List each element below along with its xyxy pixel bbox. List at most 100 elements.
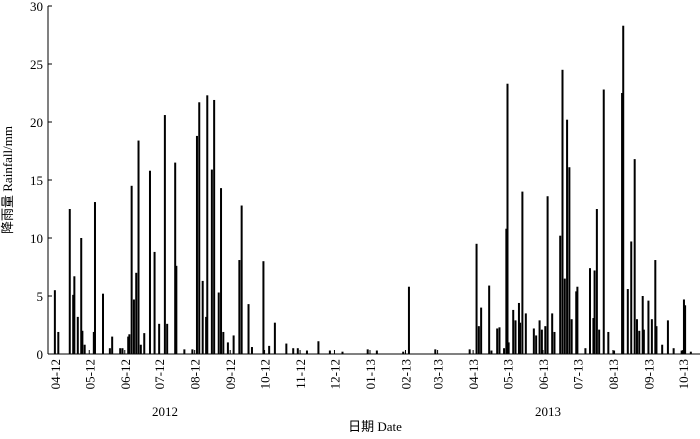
x-tick-label: 08-13 <box>606 359 621 389</box>
bar <box>538 320 541 354</box>
bar <box>512 309 515 354</box>
year-label: 2012 <box>152 404 178 419</box>
bar <box>559 235 562 354</box>
y-tick-label: 20 <box>30 115 43 130</box>
bar <box>262 261 265 354</box>
bar <box>535 335 538 354</box>
bar <box>505 228 508 354</box>
bar <box>566 119 569 355</box>
bar <box>602 89 605 355</box>
x-tick-label: 01-13 <box>363 359 378 389</box>
bar <box>553 331 556 354</box>
y-tick-label: 15 <box>30 173 43 188</box>
x-tick-label: 10-13 <box>676 359 691 389</box>
bar <box>53 290 56 354</box>
bar <box>174 162 177 354</box>
bar <box>682 299 685 354</box>
bar <box>296 348 299 354</box>
bar <box>576 286 579 354</box>
bar <box>551 313 554 354</box>
bar <box>76 316 79 354</box>
bar <box>108 348 111 354</box>
bar <box>139 344 142 354</box>
x-tick-label: 07-12 <box>152 359 167 389</box>
y-tick-label: 5 <box>37 289 44 304</box>
bar <box>544 326 547 354</box>
bar <box>477 326 480 354</box>
bar <box>205 316 208 354</box>
bar <box>654 260 657 354</box>
x-tick-label: 11-12 <box>293 359 308 389</box>
bar <box>521 191 524 354</box>
bar <box>575 291 578 354</box>
bar <box>217 292 220 354</box>
bar <box>210 169 213 354</box>
bar <box>570 319 573 354</box>
bar <box>650 319 653 354</box>
bar <box>434 349 437 354</box>
year-label: 2013 <box>535 404 561 419</box>
x-axis-label: 日期 Date <box>348 419 402 434</box>
bar <box>232 335 235 354</box>
bar <box>148 170 151 354</box>
bar <box>641 296 644 354</box>
bar <box>238 260 241 354</box>
bar <box>375 350 378 354</box>
x-tick-label: 07-13 <box>570 359 585 389</box>
bar <box>183 349 186 354</box>
bar <box>247 304 250 354</box>
bar <box>132 299 135 354</box>
bar <box>507 342 510 354</box>
bar <box>222 331 225 354</box>
bar <box>635 319 638 354</box>
bar <box>201 280 204 354</box>
bar <box>480 307 483 354</box>
bar <box>128 334 131 354</box>
bar <box>546 196 549 354</box>
bar <box>517 302 520 354</box>
bar <box>468 349 471 354</box>
bar <box>220 188 223 354</box>
bar <box>175 265 178 354</box>
bar <box>153 251 156 354</box>
bar <box>285 343 288 354</box>
bar <box>121 348 124 354</box>
y-tick-label: 30 <box>30 0 43 14</box>
bar <box>672 348 675 354</box>
bar <box>83 344 86 354</box>
bar <box>240 205 243 354</box>
bar <box>92 331 95 354</box>
bar <box>328 350 331 354</box>
x-tick-label: 04-13 <box>466 359 481 389</box>
x-tick-label: 02-13 <box>399 359 414 389</box>
bar <box>191 349 194 354</box>
bar <box>166 323 169 354</box>
bar <box>638 330 641 354</box>
x-tick-label: 10-12 <box>258 359 273 389</box>
x-tick-label: 09-12 <box>223 359 238 389</box>
bar <box>613 350 616 354</box>
bar <box>119 348 122 354</box>
bar <box>598 329 601 354</box>
bar <box>647 300 650 354</box>
bar <box>68 209 71 354</box>
bar <box>592 318 595 354</box>
bar <box>366 349 369 354</box>
bar <box>250 347 253 354</box>
bar <box>93 202 96 354</box>
bar <box>540 329 543 354</box>
bar <box>514 320 517 354</box>
bar <box>661 344 664 354</box>
bar <box>498 327 501 354</box>
bar <box>680 350 683 354</box>
bar <box>111 336 114 354</box>
x-tick-label: 12-12 <box>327 359 342 389</box>
x-tick-label: 08-12 <box>188 359 203 389</box>
bar <box>684 305 687 354</box>
bar <box>72 294 75 354</box>
bar <box>622 25 625 354</box>
bar <box>341 351 344 354</box>
x-tick-label: 09-13 <box>641 359 656 389</box>
